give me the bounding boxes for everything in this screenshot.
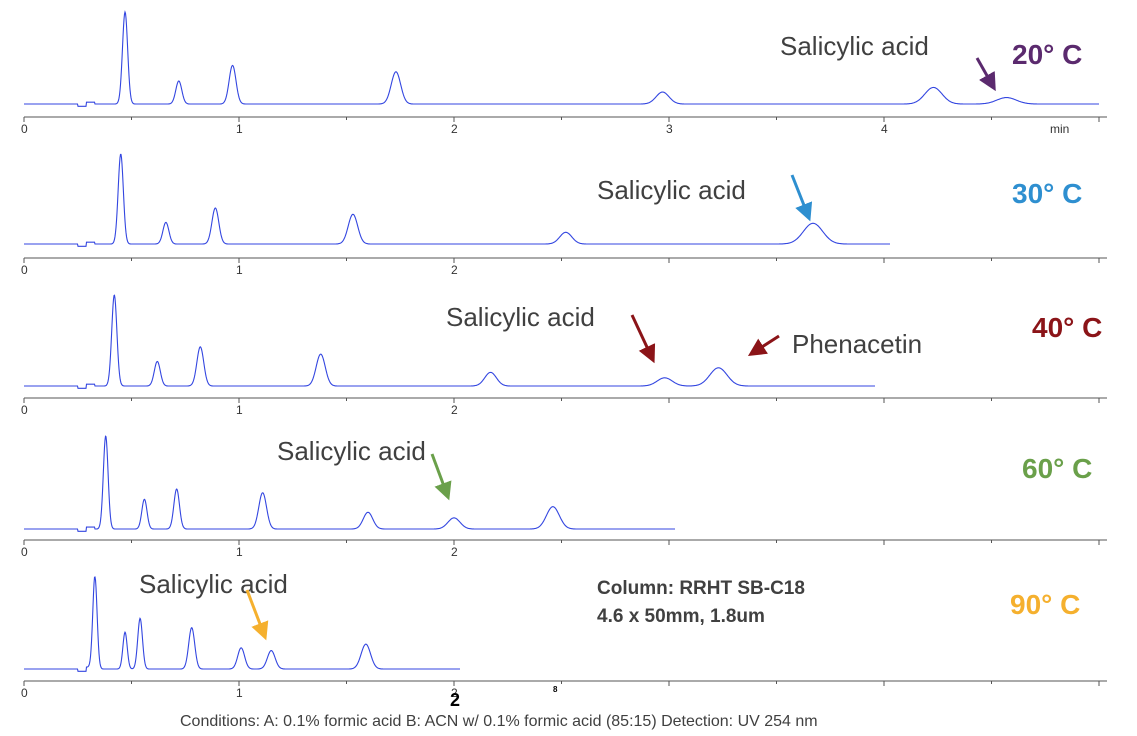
x-tick-label: 0: [21, 686, 28, 700]
panel-90c: 0 1 2 Salicylic acid 90° C: [21, 569, 1107, 700]
x-tick-label: 4: [881, 122, 888, 136]
x-ticks-60c: 0 1 2: [21, 540, 1100, 559]
annotation-salicylic-acid-40c: Salicylic acid: [446, 302, 595, 332]
conditions-text: Conditions: A: 0.1% formic acid B: ACN w…: [180, 713, 818, 730]
x-tick-label: 2: [451, 403, 458, 417]
x-tick-label: 0: [21, 545, 28, 559]
annotation-salicylic-acid-60c: Salicylic acid: [277, 436, 426, 466]
x-tick-label: 3: [666, 122, 673, 136]
panel-20c: 0 1 2 3 4 min Salicylic acid 20° C: [21, 10, 1107, 136]
chromatogram-trace-20c: [24, 10, 1099, 107]
chromatogram-trace-90c: [24, 576, 460, 672]
x-tick-label: 0: [21, 403, 28, 417]
chromatogram-trace-30c: [24, 153, 890, 247]
x-tick-label: 0: [21, 122, 28, 136]
x-tick-label: 1: [236, 686, 243, 700]
annotation-salicylic-acid-20c: Salicylic acid: [780, 31, 929, 61]
annotation-phenacetin-40c: Phenacetin: [792, 329, 922, 359]
column-name: Column: RRHT SB-C18: [597, 578, 805, 599]
chromatogram-trace-60c: [24, 435, 675, 532]
arrow-salicylic-acid-30c: [790, 174, 813, 222]
x-tick-label: 1: [236, 263, 243, 277]
arrow-salicylic-acid-90c: [245, 589, 269, 641]
stray-tick-label-8: 8: [553, 685, 558, 694]
x-unit-label: min: [1050, 122, 1069, 136]
x-tick-label: 1: [236, 545, 243, 559]
x-ticks-30c: 0 1 2: [21, 258, 1100, 277]
x-ticks-40c: 0 1 2: [21, 398, 1100, 417]
arrow-salicylic-acid-20c: [975, 57, 996, 92]
arrow-salicylic-acid-40c: [630, 314, 656, 364]
annotation-salicylic-acid-90c: Salicylic acid: [139, 569, 288, 599]
panel-60c: 0 1 2 Salicylic acid 60° C: [21, 435, 1107, 559]
annotation-salicylic-acid-30c: Salicylic acid: [597, 175, 746, 205]
x-tick-label: 2: [451, 263, 458, 277]
temperature-label-30c: 30° C: [1012, 178, 1082, 209]
temperature-label-60c: 60° C: [1022, 453, 1092, 484]
x-tick-label: 1: [236, 122, 243, 136]
x-ticks-90c: 0 1 2: [21, 681, 1100, 700]
x-tick-label: 2: [451, 545, 458, 559]
temperature-label-90c: 90° C: [1010, 589, 1080, 620]
chromatogram-trace-40c: [24, 294, 875, 389]
x-ticks-20c: 0 1 2 3 4: [21, 117, 1100, 136]
panel-30c: 0 1 2 Salicylic acid 30° C: [21, 153, 1107, 277]
arrow-phenacetin-40c: [747, 334, 780, 356]
panel-40c: 0 1 2 Salicylic acid Phenacetin 40° C: [21, 294, 1107, 417]
x-tick-label: 2: [451, 122, 458, 136]
column-dimensions: 4.6 x 50mm, 1.8um: [597, 606, 765, 627]
x-tick-label: 0: [21, 263, 28, 277]
temperature-label-40c: 40° C: [1032, 312, 1102, 343]
x-tick-label: 2: [451, 686, 458, 700]
temperature-label-20c: 20° C: [1012, 39, 1082, 70]
stray-tick-label-2: 2: [450, 690, 460, 710]
x-tick-label: 1: [236, 403, 243, 417]
arrow-salicylic-acid-60c: [430, 453, 452, 501]
